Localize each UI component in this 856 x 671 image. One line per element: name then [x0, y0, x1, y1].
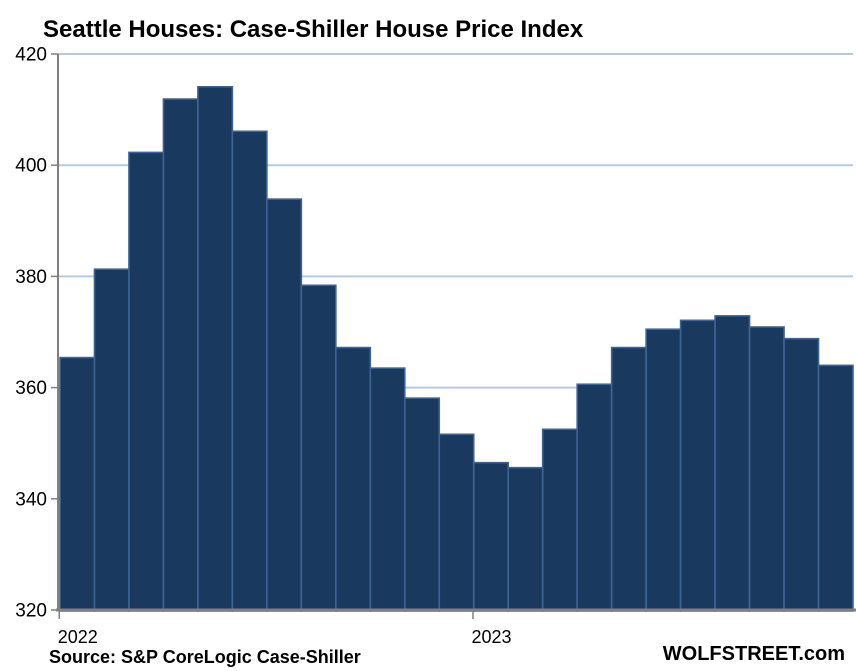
bar [679, 319, 716, 612]
bar [197, 86, 234, 612]
bar [369, 367, 406, 612]
bar [438, 433, 475, 612]
bar [645, 328, 682, 612]
y-tick-label: 340 [15, 489, 47, 510]
y-tick-label: 380 [15, 267, 47, 288]
y-tick-label: 320 [15, 601, 47, 622]
bar [472, 461, 510, 612]
bar [507, 466, 544, 612]
bar [266, 198, 303, 612]
y-tick-label: 360 [15, 378, 47, 399]
bar [300, 284, 337, 612]
x-tick-label: 2022 [58, 627, 98, 647]
wolfstreet-watermark: WOLFSTREET.com [662, 643, 845, 665]
bar [541, 428, 578, 612]
source-note: Source: S&P CoreLogic Case-Shiller [49, 647, 361, 667]
bar [93, 268, 130, 612]
y-tick-label: 420 [15, 45, 47, 66]
bar [335, 346, 372, 612]
chart-title: Seattle Houses: Case-Shiller House Price… [43, 16, 584, 43]
bar [162, 98, 199, 612]
bar [783, 337, 820, 612]
bar [817, 364, 854, 612]
bar [748, 326, 785, 612]
bar [714, 315, 751, 612]
bar [403, 397, 441, 612]
x-tick-label: 2023 [471, 627, 511, 647]
bar [231, 130, 268, 612]
bar [59, 356, 96, 612]
bar [128, 151, 165, 612]
y-tick-label: 400 [15, 156, 47, 177]
bar [576, 383, 613, 612]
bar [610, 346, 647, 612]
